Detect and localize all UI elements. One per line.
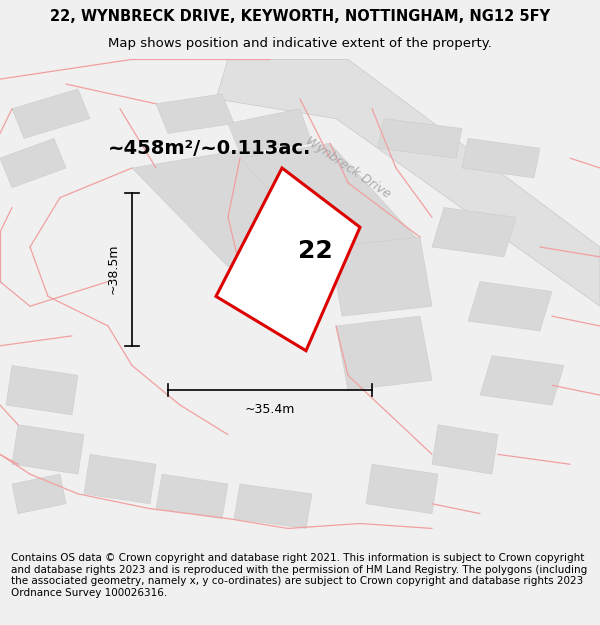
Polygon shape	[156, 474, 228, 519]
Polygon shape	[228, 109, 312, 153]
Polygon shape	[432, 208, 516, 257]
Polygon shape	[366, 464, 438, 514]
Text: ~35.4m: ~35.4m	[245, 402, 295, 416]
Polygon shape	[240, 143, 420, 257]
Text: Wynbreck Drive: Wynbreck Drive	[303, 134, 393, 201]
Polygon shape	[234, 484, 312, 529]
Polygon shape	[468, 281, 552, 331]
Text: Contains OS data © Crown copyright and database right 2021. This information is : Contains OS data © Crown copyright and d…	[11, 553, 587, 598]
Polygon shape	[216, 168, 360, 351]
Polygon shape	[132, 148, 348, 267]
Text: ~38.5m: ~38.5m	[107, 244, 120, 294]
Polygon shape	[330, 237, 432, 316]
Polygon shape	[480, 356, 564, 405]
Polygon shape	[12, 89, 90, 138]
Polygon shape	[12, 425, 84, 474]
Polygon shape	[156, 94, 234, 133]
Polygon shape	[216, 59, 600, 306]
Text: ~458m²/~0.113ac.: ~458m²/~0.113ac.	[108, 139, 311, 158]
Text: Map shows position and indicative extent of the property.: Map shows position and indicative extent…	[108, 37, 492, 50]
Polygon shape	[378, 119, 462, 158]
Polygon shape	[432, 425, 498, 474]
Polygon shape	[336, 316, 432, 390]
Polygon shape	[84, 454, 156, 504]
Polygon shape	[0, 138, 66, 188]
Polygon shape	[6, 366, 78, 415]
Text: 22: 22	[298, 239, 332, 262]
Polygon shape	[12, 474, 66, 514]
Polygon shape	[462, 138, 540, 178]
Text: 22, WYNBRECK DRIVE, KEYWORTH, NOTTINGHAM, NG12 5FY: 22, WYNBRECK DRIVE, KEYWORTH, NOTTINGHAM…	[50, 9, 550, 24]
